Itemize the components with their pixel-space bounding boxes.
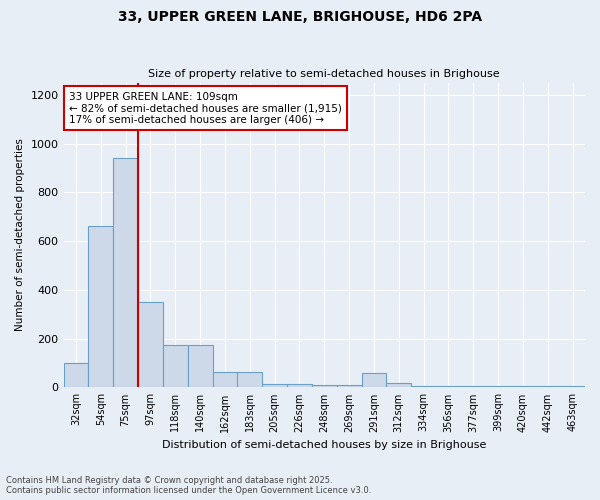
Bar — [188, 344, 212, 388]
Text: 33, UPPER GREEN LANE, BRIGHOUSE, HD6 2PA: 33, UPPER GREEN LANE, BRIGHOUSE, HD6 2PA — [118, 10, 482, 24]
Bar — [88, 226, 113, 388]
Bar — [113, 158, 138, 388]
Bar — [461, 386, 485, 388]
X-axis label: Distribution of semi-detached houses by size in Brighouse: Distribution of semi-detached houses by … — [162, 440, 487, 450]
Bar — [511, 386, 535, 388]
Text: Contains HM Land Registry data © Crown copyright and database right 2025.
Contai: Contains HM Land Registry data © Crown c… — [6, 476, 371, 495]
Title: Size of property relative to semi-detached houses in Brighouse: Size of property relative to semi-detach… — [148, 69, 500, 79]
Bar — [386, 382, 411, 388]
Bar — [262, 384, 287, 388]
Bar — [163, 344, 188, 388]
Bar — [238, 372, 262, 388]
Bar — [212, 372, 238, 388]
Bar — [535, 386, 560, 388]
Bar — [287, 384, 312, 388]
Bar — [337, 386, 362, 388]
Bar — [436, 386, 461, 388]
Bar — [312, 386, 337, 388]
Bar — [138, 302, 163, 388]
Bar — [64, 363, 88, 388]
Bar — [485, 386, 511, 388]
Y-axis label: Number of semi-detached properties: Number of semi-detached properties — [15, 138, 25, 332]
Bar — [411, 386, 436, 388]
Text: 33 UPPER GREEN LANE: 109sqm
← 82% of semi-detached houses are smaller (1,915)
17: 33 UPPER GREEN LANE: 109sqm ← 82% of sem… — [69, 92, 341, 125]
Bar — [362, 373, 386, 388]
Bar — [560, 386, 585, 388]
